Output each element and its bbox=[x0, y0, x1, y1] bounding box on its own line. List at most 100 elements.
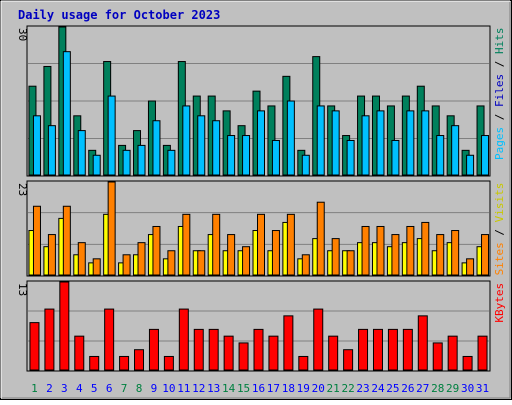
bar-kbytes-day-21 bbox=[328, 335, 339, 371]
chart-panels: 30 Pages / Files / Hits 23 Sites / Visits 13… bbox=[16, 25, 506, 372]
legend-entry-sites: Sites bbox=[493, 242, 506, 275]
day-label-13: 13 bbox=[207, 382, 220, 395]
bar-kbytes-day-20 bbox=[313, 308, 324, 371]
bar-sites-day-8 bbox=[137, 242, 146, 276]
bar-sites-day-22 bbox=[346, 250, 355, 276]
bar-files-day-19 bbox=[301, 154, 310, 176]
bar-files-day-14 bbox=[227, 135, 236, 176]
bar-kbytes-day-28 bbox=[432, 342, 443, 371]
day-label-20: 20 bbox=[312, 382, 325, 395]
legend-separator: / bbox=[493, 222, 506, 242]
bar-kbytes-day-18 bbox=[283, 315, 294, 371]
day-label-18: 18 bbox=[282, 382, 295, 395]
bar-kbytes-day-8 bbox=[134, 349, 145, 371]
bar-sites-day-18 bbox=[286, 213, 295, 276]
max-tick-hits-pages-files: 30 bbox=[16, 28, 29, 41]
day-label-9: 9 bbox=[151, 382, 158, 395]
day-label-8: 8 bbox=[136, 382, 143, 395]
day-labels: 1 2 3 4 5 6 7 8 9 10 11 12 13 14 15 16 17 18 19 20 21 22 23 24 2… bbox=[31, 382, 489, 395]
legend-visits-sites: Sites / Visits bbox=[493, 183, 506, 276]
bar-kbytes-day-9 bbox=[148, 328, 159, 371]
bar-sites-day-6 bbox=[107, 181, 116, 276]
bar-files-day-5 bbox=[92, 154, 101, 176]
day-label-14: 14 bbox=[222, 382, 236, 395]
day-label-3: 3 bbox=[61, 382, 68, 395]
bar-sites-day-28 bbox=[436, 234, 445, 276]
bar-sites-day-11 bbox=[182, 213, 191, 276]
bar-sites-day-7 bbox=[122, 254, 131, 276]
bar-files-day-20 bbox=[316, 105, 325, 176]
bar-files-day-24 bbox=[376, 110, 385, 176]
bar-sites-day-27 bbox=[421, 221, 430, 276]
day-label-7: 7 bbox=[121, 382, 128, 395]
day-label-4: 4 bbox=[76, 382, 83, 395]
bar-files-day-28 bbox=[436, 135, 445, 176]
day-label-22: 22 bbox=[341, 382, 354, 395]
bar-files-day-21 bbox=[331, 110, 340, 176]
day-label-21: 21 bbox=[327, 382, 340, 395]
legend-separator: / bbox=[493, 54, 506, 74]
bar-sites-day-12 bbox=[197, 250, 206, 276]
bar-kbytes-day-12 bbox=[193, 328, 204, 371]
legend-kbytes: KBytes bbox=[493, 283, 506, 323]
day-label-11: 11 bbox=[177, 382, 190, 395]
bar-sites-day-2 bbox=[47, 234, 56, 276]
bar-files-day-13 bbox=[212, 120, 221, 176]
bar-kbytes-day-31 bbox=[477, 335, 488, 371]
bar-sites-day-1 bbox=[32, 205, 41, 276]
bar-sites-day-13 bbox=[212, 213, 221, 276]
bar-files-day-30 bbox=[466, 154, 475, 176]
max-tick-visits-sites: 23 bbox=[16, 183, 29, 196]
bar-sites-day-30 bbox=[466, 258, 475, 276]
bar-sites-day-14 bbox=[227, 234, 236, 276]
day-label-15: 15 bbox=[237, 382, 250, 395]
day-label-5: 5 bbox=[91, 382, 98, 395]
bar-kbytes-day-1 bbox=[29, 322, 40, 371]
bar-kbytes-day-17 bbox=[268, 335, 279, 371]
day-label-31: 31 bbox=[476, 382, 489, 395]
bar-kbytes-day-13 bbox=[208, 328, 219, 371]
day-label-6: 6 bbox=[106, 382, 113, 395]
day-label-12: 12 bbox=[192, 382, 205, 395]
bar-sites-day-15 bbox=[242, 246, 251, 276]
bar-kbytes-day-22 bbox=[343, 349, 354, 371]
day-label-27: 27 bbox=[416, 382, 429, 395]
bar-files-day-2 bbox=[47, 125, 56, 176]
bar-kbytes-day-11 bbox=[178, 308, 189, 371]
bar-kbytes-day-26 bbox=[402, 328, 413, 371]
day-label-16: 16 bbox=[252, 382, 265, 395]
bar-sites-day-20 bbox=[316, 201, 325, 276]
bar-files-day-16 bbox=[257, 110, 265, 176]
bar-kbytes-day-30 bbox=[462, 355, 473, 371]
legend-entry-visits: Visits bbox=[493, 183, 506, 223]
bar-files-day-31 bbox=[481, 135, 490, 176]
day-label-17: 17 bbox=[267, 382, 280, 395]
day-label-28: 28 bbox=[431, 382, 444, 395]
day-label-2: 2 bbox=[46, 382, 53, 395]
bar-hits-day-2 bbox=[43, 65, 52, 176]
bar-kbytes-day-24 bbox=[372, 328, 383, 371]
day-label-29: 29 bbox=[446, 382, 459, 395]
bar-files-day-7 bbox=[122, 149, 131, 176]
legend-hits-pages-files: Pages / Files / Hits bbox=[493, 28, 506, 161]
legend-separator: / bbox=[493, 107, 506, 127]
bar-kbytes-day-15 bbox=[238, 342, 249, 371]
bar-sites-day-24 bbox=[376, 225, 385, 276]
bar-files-day-23 bbox=[361, 115, 370, 176]
bar-files-day-9 bbox=[152, 120, 161, 176]
day-label-23: 23 bbox=[356, 382, 369, 395]
bar-files-day-25 bbox=[391, 139, 400, 176]
legend-entry-hits: Hits bbox=[493, 28, 506, 55]
legend-entry-files: Files bbox=[493, 74, 506, 107]
bar-sites-day-9 bbox=[152, 225, 161, 276]
bar-sites-day-21 bbox=[331, 238, 340, 276]
bar-kbytes-day-7 bbox=[119, 355, 130, 371]
bar-files-day-29 bbox=[451, 125, 460, 176]
bar-kbytes-day-3 bbox=[59, 281, 70, 371]
bar-files-day-1 bbox=[32, 115, 41, 176]
bar-files-day-18 bbox=[286, 100, 295, 176]
bar-sites-day-17 bbox=[271, 230, 280, 276]
bar-sites-day-16 bbox=[257, 213, 265, 276]
